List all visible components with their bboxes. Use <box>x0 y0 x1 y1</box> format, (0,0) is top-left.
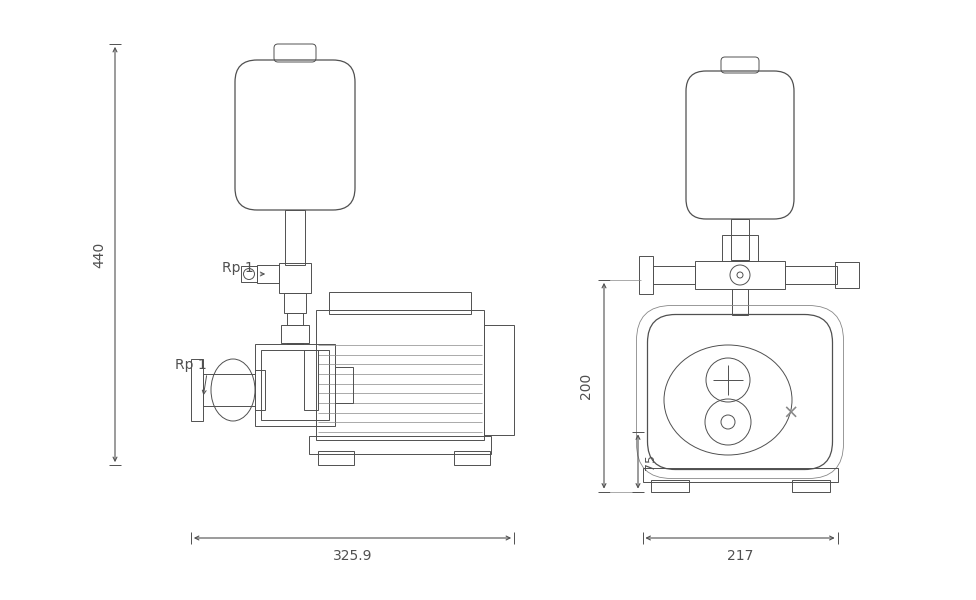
Text: 325.9: 325.9 <box>333 549 372 563</box>
Bar <box>731 219 749 260</box>
Bar <box>284 293 306 313</box>
Bar <box>191 359 203 421</box>
Bar <box>279 263 311 293</box>
Bar <box>650 479 688 491</box>
Bar <box>642 467 837 481</box>
Bar <box>722 235 758 261</box>
Bar <box>639 256 653 294</box>
Bar <box>335 367 353 403</box>
Bar <box>304 350 318 410</box>
Bar <box>454 451 490 465</box>
Bar <box>695 261 785 289</box>
Text: Rp 1: Rp 1 <box>175 358 207 372</box>
Bar <box>792 479 830 491</box>
Bar <box>732 289 748 315</box>
Bar <box>257 265 279 283</box>
Text: 440: 440 <box>92 241 106 268</box>
Bar <box>255 344 335 426</box>
Bar <box>203 374 255 406</box>
Bar <box>316 310 484 440</box>
Bar <box>241 266 257 282</box>
Text: Rp 1: Rp 1 <box>222 261 254 275</box>
Text: 200: 200 <box>579 373 593 399</box>
Text: $\times$: $\times$ <box>782 403 797 421</box>
Bar <box>653 266 695 284</box>
Bar <box>329 292 471 314</box>
Bar <box>287 343 303 344</box>
Bar <box>484 325 514 435</box>
Bar <box>318 451 354 465</box>
Bar <box>261 350 329 420</box>
Bar <box>287 313 303 325</box>
Bar <box>785 266 837 284</box>
Bar <box>309 436 491 454</box>
Text: 217: 217 <box>727 549 753 563</box>
Text: 75: 75 <box>644 454 657 469</box>
Bar <box>285 210 305 265</box>
Bar <box>835 262 859 288</box>
Bar <box>255 370 265 410</box>
Bar <box>281 325 309 343</box>
